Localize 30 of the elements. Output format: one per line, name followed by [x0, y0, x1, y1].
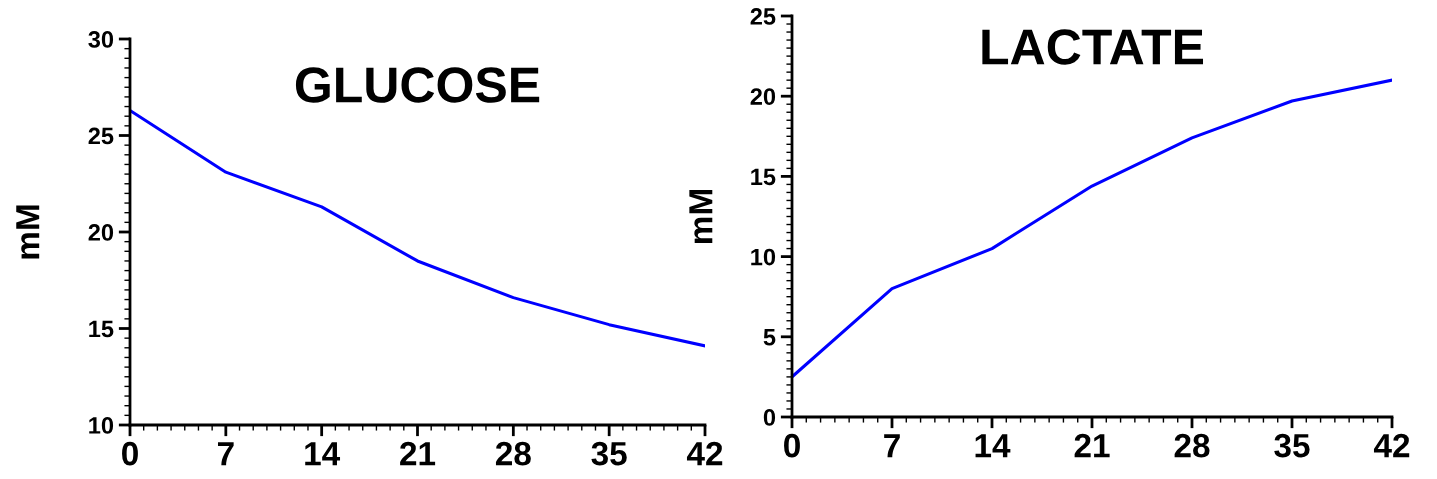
y-tick-label: 30	[88, 31, 114, 48]
y-tick-label: 15	[751, 168, 776, 186]
x-tick-label: 0	[122, 441, 138, 466]
y-tick-label: 20	[88, 224, 114, 241]
x-tick-label: 35	[1274, 433, 1310, 458]
y-tick-label: 10	[89, 417, 114, 434]
x-tick-label: 28	[495, 441, 531, 466]
line-series	[792, 78, 1392, 379]
y-axis-title: mM	[689, 190, 713, 244]
y-tick-label: 10	[751, 248, 776, 266]
x-tick-label: 21	[1074, 433, 1110, 458]
x-tick-label: 42	[1373, 433, 1410, 458]
y-tick-label: 25	[750, 8, 776, 25]
x-tick-label: 0	[784, 433, 800, 458]
y-tick-label: 25	[88, 127, 114, 145]
x-tick-label: 14	[975, 434, 1011, 458]
y-axis-title: mM	[16, 205, 40, 259]
x-tick-label: 7	[218, 442, 234, 466]
x-tick-label: 14	[305, 442, 341, 466]
x-tick-label: 21	[400, 441, 436, 466]
y-tick-label: 0	[763, 409, 776, 426]
chart-title: LACTATE	[982, 29, 1204, 65]
chart-title: GLUCOSE	[295, 67, 540, 103]
x-tick-label: 35	[591, 441, 627, 466]
y-tick-label: 15	[89, 320, 114, 338]
y-tick-label: 20	[750, 88, 776, 105]
x-tick-label: 7	[884, 434, 900, 458]
y-tick-label: 5	[763, 329, 776, 346]
x-tick-label: 42	[686, 441, 723, 466]
x-tick-label: 28	[1174, 433, 1210, 458]
